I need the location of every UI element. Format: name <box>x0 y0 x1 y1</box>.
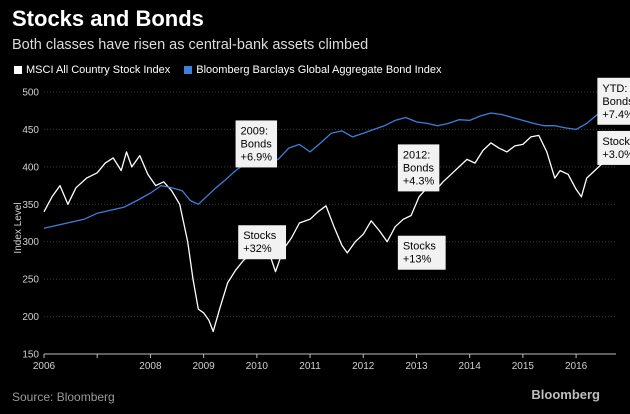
legend-item-bonds: Bloomberg Barclays Global Aggregate Bond… <box>184 64 442 76</box>
annotation-text: Stocks <box>602 136 630 148</box>
annotation-text: YTD: <box>602 83 627 95</box>
bloomberg-logo: Bloomberg <box>531 387 600 402</box>
legend-label-bonds: Bloomberg Barclays Global Aggregate Bond… <box>196 64 442 76</box>
series-line-stocks <box>43 134 617 333</box>
x-axis-ticks: 2006 2008 2009 2010 2011 2012 2013 2014 2015 2016 <box>33 354 588 372</box>
y-axis-label: Index Level <box>13 202 24 253</box>
chart-subtitle: Both classes have risen as central-bank … <box>12 37 369 53</box>
annotation-text: +4.3% <box>403 175 435 187</box>
annotation-text: +3.0% <box>602 149 630 161</box>
x-tick-label: 2014 <box>459 361 482 372</box>
annotation-box: 2009:Bonds+6.9% <box>235 120 278 168</box>
annotation-bg <box>597 130 630 165</box>
y-tick-label: 200 <box>22 312 39 323</box>
annotation-bg <box>238 225 287 260</box>
legend-swatch-bonds <box>184 66 193 74</box>
annotation-text: Bonds <box>241 138 273 150</box>
y-tick-label: 300 <box>22 237 39 248</box>
chart-title: Stocks and Bonds <box>12 6 204 31</box>
annotation-box: YTD:Bonds+7.4% <box>597 77 630 125</box>
y-tick-label: 350 <box>22 200 39 211</box>
x-tick-label: 2006 <box>33 361 56 372</box>
annotation-box: Stocks+3.0% <box>597 130 630 165</box>
x-tick-label: 2015 <box>512 361 535 372</box>
annotation-box: Stocks+13% <box>397 235 446 270</box>
legend: MSCI All Country Stock Index Bloomberg B… <box>14 64 456 76</box>
annotation-text: +13% <box>403 254 432 266</box>
x-tick-label: 2011 <box>299 361 321 372</box>
y-tick-label: 450 <box>22 125 39 136</box>
legend-swatch-stocks <box>14 66 22 74</box>
annotation-text: Stocks <box>243 230 277 242</box>
y-axis-ticks: 150 200 250 300 350 400 450 500 <box>22 88 39 361</box>
y-tick-label: 500 <box>22 88 39 99</box>
annotation-text: +32% <box>243 243 272 255</box>
series-line-bonds <box>43 100 617 229</box>
annotation-bg <box>397 144 440 192</box>
legend-item-stocks: MSCI All Country Stock Index <box>14 64 170 76</box>
legend-label-stocks: MSCI All Country Stock Index <box>26 64 171 76</box>
x-tick-label: 2009 <box>193 361 216 372</box>
annotation-text: Bonds <box>602 96 630 108</box>
y-tick-label: 150 <box>22 350 39 361</box>
annotation-text: 2012: <box>403 149 431 161</box>
x-tick-label: 2008 <box>139 361 162 372</box>
y-tick-label: 400 <box>22 162 39 173</box>
annotation-text: 2009: <box>241 125 269 137</box>
x-tick-label: 2013 <box>405 361 428 372</box>
source-note: Source: Bloomberg <box>12 390 115 404</box>
annotation-box: Stocks+32% <box>238 225 287 260</box>
annotations: 2009:Bonds+6.9%Stocks+32%2012:Bonds+4.3%… <box>235 77 630 270</box>
x-tick-label: 2012 <box>352 361 375 372</box>
series-lines <box>43 100 617 333</box>
x-tick-label: 2010 <box>246 361 269 372</box>
annotation-bg <box>597 77 630 125</box>
annotation-text: Stocks <box>403 241 437 253</box>
x-tick-label: 2016 <box>565 361 588 372</box>
y-tick-label: 250 <box>22 275 39 286</box>
annotation-text: +7.4% <box>602 109 630 121</box>
annotation-bg <box>397 235 446 270</box>
gridlines <box>44 91 616 355</box>
annotation-text: +6.9% <box>241 151 273 163</box>
annotation-bg <box>235 120 278 168</box>
annotation-box: 2012:Bonds+4.3% <box>397 144 440 192</box>
annotation-text: Bonds <box>403 162 435 174</box>
